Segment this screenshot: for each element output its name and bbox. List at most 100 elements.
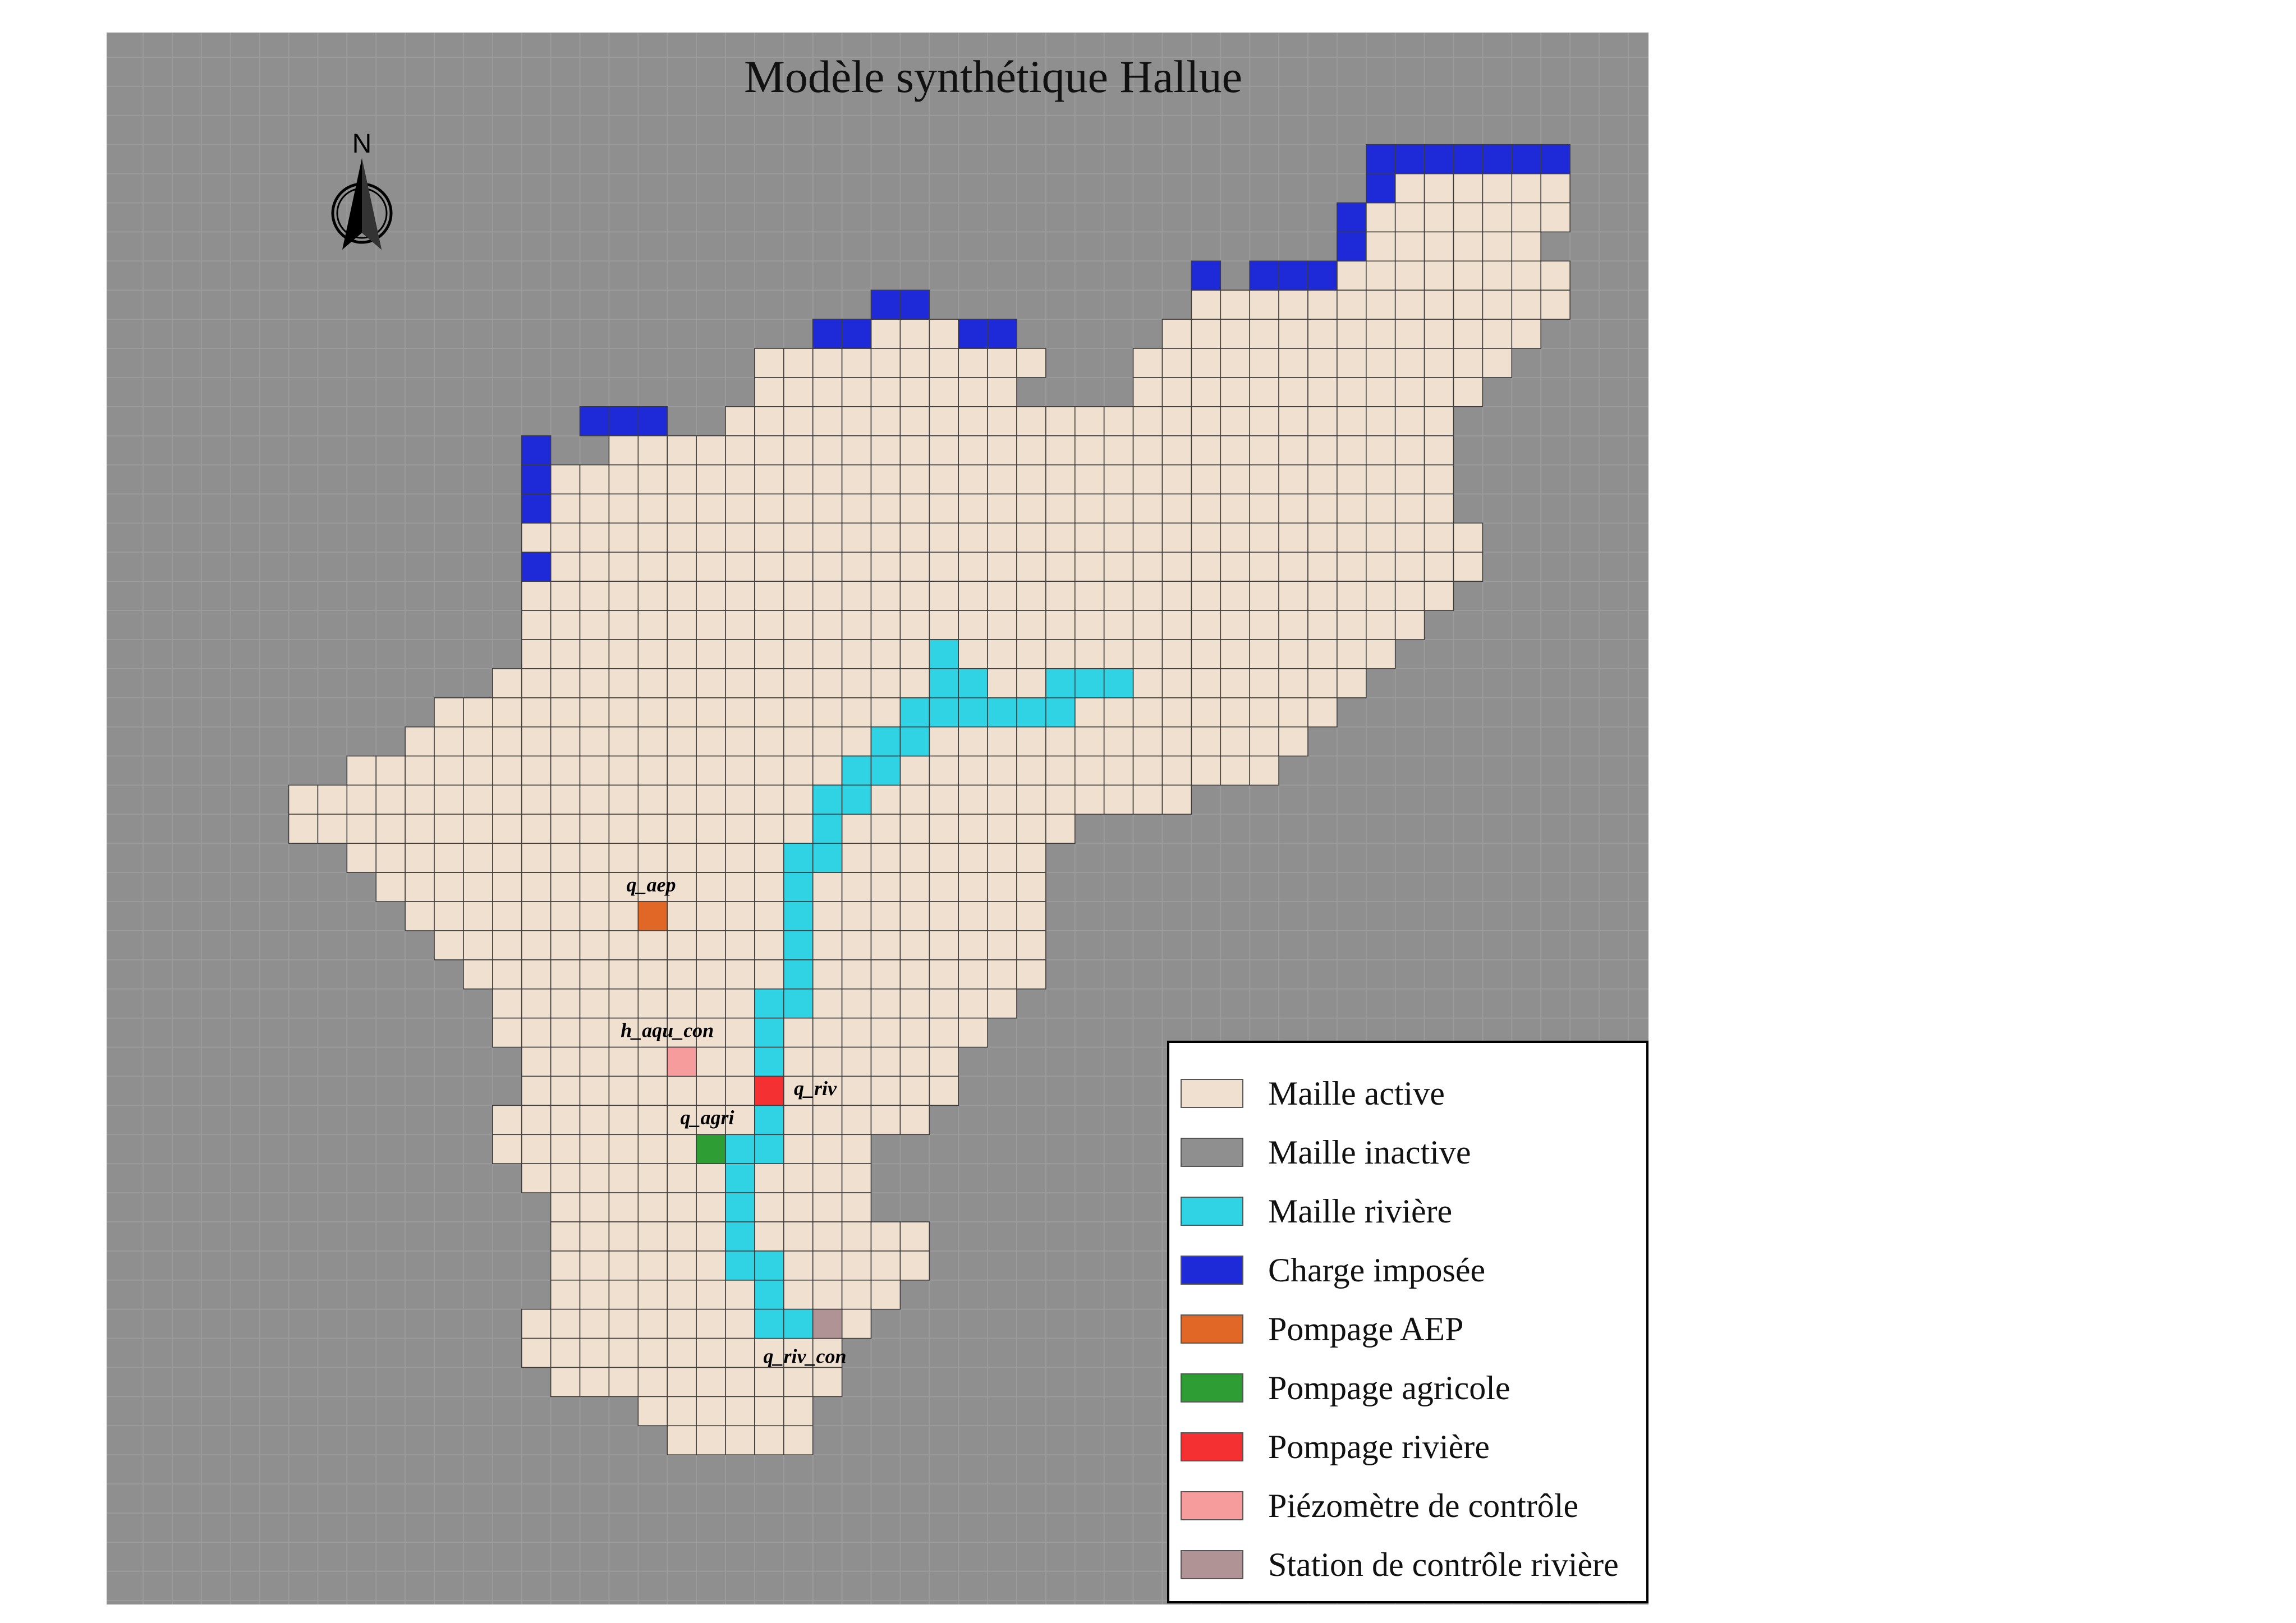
active-cell — [696, 1396, 726, 1427]
active-cell — [841, 639, 872, 669]
active-cell — [637, 1250, 668, 1281]
active-cell — [1366, 435, 1396, 466]
active-cell — [1103, 697, 1134, 728]
aep-cell — [637, 901, 668, 931]
active-cell — [754, 1396, 784, 1427]
active-cell — [1132, 406, 1163, 436]
active-cell — [521, 1046, 552, 1077]
cell-label-q_riv_con: q_riv_con — [763, 1345, 846, 1368]
active-cell — [1394, 260, 1425, 291]
active-cell — [667, 988, 697, 1019]
active-cell — [899, 610, 930, 640]
active-cell — [550, 1192, 581, 1222]
active-cell — [1249, 493, 1279, 524]
active-cell — [987, 843, 1017, 873]
active-cell — [958, 639, 988, 669]
active-cell — [929, 551, 959, 582]
active-cell — [1337, 581, 1367, 611]
active-cell — [841, 348, 872, 378]
active-cell — [870, 1075, 901, 1106]
active-cell — [841, 1075, 872, 1106]
legend-swatch — [1181, 1373, 1243, 1403]
active-cell — [841, 1250, 872, 1281]
active-cell — [841, 406, 872, 436]
active-cell — [550, 668, 581, 698]
active-cell — [1278, 348, 1308, 378]
active-cell — [958, 522, 988, 553]
active-cell — [987, 930, 1017, 960]
active-cell — [812, 581, 843, 611]
active-cell — [899, 668, 930, 698]
charge-cell — [1366, 173, 1396, 204]
active-cell — [1249, 289, 1279, 320]
active-cell — [783, 1280, 814, 1310]
active-cell — [929, 406, 959, 436]
active-cell — [608, 988, 639, 1019]
active-cell — [637, 1134, 668, 1165]
active-cell — [608, 668, 639, 698]
active-cell — [492, 784, 522, 815]
active-cell — [1191, 581, 1222, 611]
active-cell — [1423, 289, 1454, 320]
active-cell — [1074, 755, 1105, 786]
piezometre-cell — [667, 1046, 697, 1077]
active-cell — [1191, 348, 1222, 378]
active-cell — [841, 959, 872, 990]
charge-cell — [521, 435, 552, 466]
active-cell — [1074, 493, 1105, 524]
active-cell — [696, 843, 726, 873]
active-cell — [637, 755, 668, 786]
active-cell — [1394, 319, 1425, 349]
active-cell — [1307, 377, 1338, 407]
legend-label: Maille rivière — [1268, 1192, 1453, 1230]
active-cell — [754, 551, 784, 582]
active-cell — [1220, 551, 1251, 582]
active-cell — [725, 522, 755, 553]
active-cell — [812, 1221, 843, 1252]
active-cell — [1249, 522, 1279, 553]
active-cell — [725, 1396, 755, 1427]
active-cell — [725, 1308, 755, 1339]
active-cell — [1074, 726, 1105, 757]
active-cell — [987, 784, 1017, 815]
river-cell — [754, 1280, 784, 1310]
active-cell — [550, 988, 581, 1019]
active-cell — [841, 930, 872, 960]
active-cell — [550, 1308, 581, 1339]
active-cell — [550, 551, 581, 582]
active-cell — [696, 639, 726, 669]
active-cell — [696, 1046, 726, 1077]
active-cell — [667, 1221, 697, 1252]
active-cell — [899, 1221, 930, 1252]
active-cell — [870, 464, 901, 495]
active-cell — [579, 1046, 610, 1077]
active-cell — [987, 755, 1017, 786]
active-cell — [1249, 610, 1279, 640]
active-cell — [667, 1192, 697, 1222]
active-cell — [1307, 348, 1338, 378]
active-cell — [1191, 668, 1222, 698]
active-cell — [667, 755, 697, 786]
active-cell — [841, 1046, 872, 1077]
active-cell — [783, 522, 814, 553]
active-cell — [1220, 348, 1251, 378]
active-cell — [1482, 289, 1513, 320]
active-cell — [1132, 551, 1163, 582]
active-cell — [725, 435, 755, 466]
active-cell — [929, 813, 959, 844]
river-cell — [783, 959, 814, 990]
active-cell — [1016, 639, 1046, 669]
active-cell — [1453, 319, 1484, 349]
map-title: Modèle synthétique Hallue — [743, 51, 1243, 102]
active-cell — [696, 522, 726, 553]
active-cell — [929, 464, 959, 495]
active-cell — [1337, 435, 1367, 466]
active-cell — [667, 1396, 697, 1427]
active-cell — [725, 1425, 755, 1456]
active-cell — [696, 901, 726, 931]
active-cell — [550, 581, 581, 611]
cell-label-q_aep: q_aep — [627, 873, 676, 896]
active-cell — [1016, 464, 1046, 495]
north-arrow-icon: N — [331, 129, 393, 250]
active-cell — [1074, 697, 1105, 728]
